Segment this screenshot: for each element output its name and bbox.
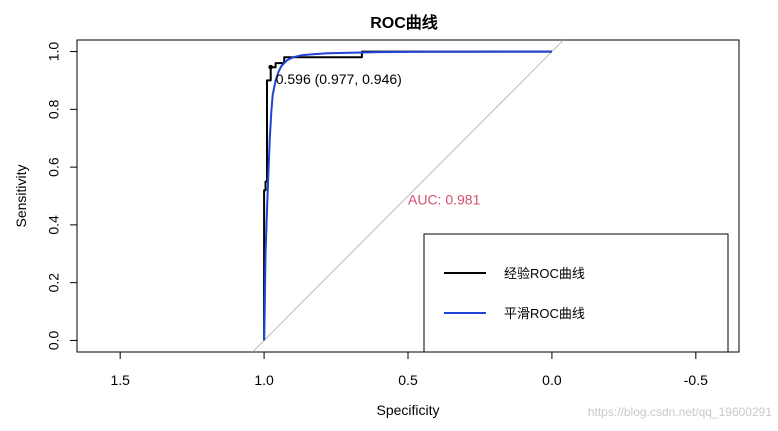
threshold-label: 0.596 (0.977, 0.946) bbox=[276, 71, 402, 87]
x-tick-label: 1.0 bbox=[254, 372, 274, 388]
y-axis-label: Sensitivity bbox=[13, 164, 29, 227]
x-axis-label: Specificity bbox=[376, 402, 439, 418]
legend: 经验ROC曲线 平滑ROC曲线 bbox=[423, 233, 729, 353]
x-tick-label: 0.0 bbox=[542, 372, 562, 388]
y-axis: 0.0 0.2 0.4 0.6 0.8 1.0 bbox=[46, 42, 77, 351]
y-tick-label: 0.0 bbox=[46, 331, 62, 351]
y-tick-label: 0.8 bbox=[46, 99, 62, 119]
reference-diagonal bbox=[252, 39, 564, 353]
y-tick-label: 0.6 bbox=[46, 157, 62, 177]
roc-curve-smoothed bbox=[263, 50, 552, 341]
x-tick-label: -0.5 bbox=[684, 372, 708, 388]
watermark: https://blog.csdn.net/qq_19600291 bbox=[588, 405, 772, 419]
threshold-point bbox=[268, 64, 274, 70]
legend-label-smoothed: 平滑ROC曲线 bbox=[504, 306, 585, 321]
y-tick-label: 0.4 bbox=[46, 215, 62, 235]
x-axis: 1.5 1.0 0.5 0.0 -0.5 bbox=[110, 352, 708, 388]
legend-label-empirical: 经验ROC曲线 bbox=[504, 266, 585, 281]
x-tick-label: 1.5 bbox=[110, 372, 130, 388]
auc-label: AUC: 0.981 bbox=[408, 192, 481, 208]
x-tick-label: 0.5 bbox=[398, 372, 418, 388]
y-tick-label: 1.0 bbox=[46, 42, 62, 62]
chart-title: ROC曲线 bbox=[370, 13, 438, 32]
legend-box bbox=[423, 233, 729, 353]
y-tick-label: 0.2 bbox=[46, 273, 62, 293]
